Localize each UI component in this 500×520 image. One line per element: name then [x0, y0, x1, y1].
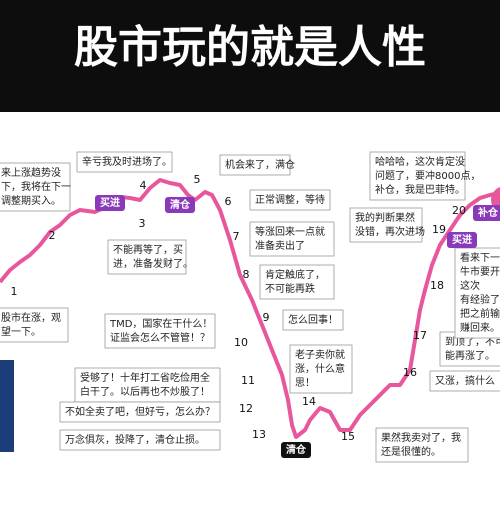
note-box: [249, 221, 335, 257]
note-text: 正常调整，等待: [255, 193, 325, 206]
step-number: 3: [139, 217, 146, 230]
step-number: 2: [49, 229, 56, 242]
note-text: 等涨回来一点就: [255, 225, 325, 238]
header-band: [0, 0, 500, 112]
action-tag: [473, 205, 500, 221]
step-number: 5: [194, 173, 201, 186]
note-text: 万念俱灰，投降了，清仓止损。: [65, 433, 205, 446]
note-text: 不如全卖了吧，但好亏，怎么办？: [65, 405, 215, 418]
note-text: 看来下一: [460, 251, 500, 264]
note-text: 还是很懂的。: [381, 445, 441, 458]
step-number: 4: [140, 179, 147, 192]
note-text: 调整期买入。: [1, 194, 61, 207]
note-text: 股市在涨，观: [1, 311, 61, 324]
step-number: 19: [432, 223, 446, 236]
note-box: [282, 309, 344, 331]
note-text: 机会来了，满仓: [225, 158, 295, 171]
note-text: 证监会怎么不管管！？: [110, 331, 210, 344]
note-box: [107, 239, 187, 275]
action-tag-text: 买进: [100, 196, 120, 209]
note-text: 思！: [295, 377, 315, 389]
note-text: 把之前输: [460, 307, 500, 320]
note-text: 有经验了: [460, 293, 500, 306]
note-text: 没错，再次进场: [355, 225, 425, 238]
note-text: 来上涨趋势没: [1, 166, 61, 179]
note-text: 能再涨了。: [445, 349, 495, 362]
step-number: 13: [252, 428, 266, 441]
step-number: 8: [243, 268, 250, 281]
step-number: 7: [233, 230, 240, 243]
note-box: [249, 189, 331, 211]
note-box: [0, 307, 69, 343]
step-number: 10: [234, 336, 248, 349]
step-number: 6: [225, 195, 232, 208]
step-number: 12: [239, 402, 253, 415]
side-decoration: [0, 360, 14, 452]
note-box: [104, 313, 216, 349]
note-box: [429, 370, 500, 392]
action-tag-text: 买进: [452, 233, 472, 246]
action-tag-text: 补仓: [477, 206, 499, 219]
note-text: 到顶了，不可: [445, 336, 500, 348]
note-box: [0, 162, 71, 212]
note-text: 牛市要开: [460, 265, 500, 278]
step-number: 1: [11, 285, 18, 298]
action-tag: [447, 232, 477, 248]
step-number: 9: [263, 311, 270, 324]
note-text: 肯定触底了，: [265, 268, 325, 281]
step-number: 11: [241, 374, 255, 387]
step-number: 20: [452, 204, 466, 217]
note-text: TMD，国家在干什么！: [109, 317, 212, 330]
step-number: 17: [413, 329, 427, 342]
note-text: 这次: [460, 279, 480, 292]
note-box: [76, 151, 173, 173]
action-tag-text: 清仓: [170, 198, 191, 211]
header-title: 股市玩的就是人性: [74, 22, 426, 73]
step-number: 15: [341, 430, 355, 443]
step-number: 16: [403, 366, 417, 379]
step-number: 14: [302, 395, 316, 408]
note-box: [59, 429, 221, 451]
note-box: [375, 427, 469, 463]
step-number: 18: [430, 279, 444, 292]
note-box: [219, 154, 291, 176]
note-text: 受够了！十年打工省吃俭用全: [80, 371, 210, 384]
note-text: 老子卖你就: [295, 348, 345, 361]
note-box: [259, 264, 335, 300]
note-text: 白干了。以后再也不炒股了！: [80, 385, 210, 398]
note-text: 不可能再跌: [265, 282, 315, 295]
note-text: 不能再等了，买: [113, 243, 183, 256]
note-text: 进，准备发财了。: [113, 257, 193, 270]
note-text: 又涨，搞什么: [435, 374, 495, 387]
action-tag: [281, 442, 311, 458]
note-text: 赚回来。: [460, 321, 500, 334]
action-tag: [165, 197, 195, 213]
note-text: 下，我将在下一: [1, 181, 71, 193]
action-tag: [95, 195, 125, 211]
note-box: [454, 247, 500, 339]
note-text: 果然我卖对了，我: [381, 431, 461, 444]
note-text: 怎么回事！: [288, 313, 338, 326]
note-box: [289, 344, 353, 394]
note-text: 辛亏我及时进场了。: [82, 155, 172, 168]
note-text: 我的判断果然: [355, 211, 415, 224]
note-text: 涨，什么意: [295, 362, 345, 375]
note-text: 哈哈哈，这次肯定没: [375, 155, 465, 168]
note-text: 问题了，要冲8000点，: [375, 169, 480, 182]
market-curve: [0, 178, 500, 439]
note-box: [349, 207, 423, 243]
note-box: [369, 151, 466, 201]
action-tag-text: 清仓: [286, 443, 307, 456]
note-box: [59, 401, 221, 423]
note-text: 准备卖出了: [255, 239, 305, 252]
note-text: 望一下。: [1, 325, 41, 338]
note-text: 补仓，我是巴菲特。: [375, 183, 465, 196]
